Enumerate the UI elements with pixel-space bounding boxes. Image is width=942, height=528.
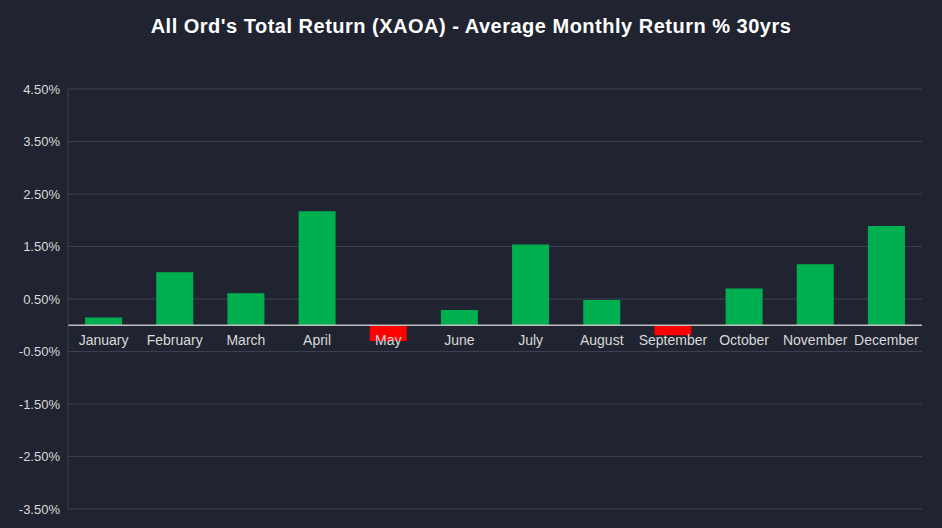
svg-text:August: August (580, 332, 624, 348)
svg-text:4.50%: 4.50% (23, 82, 60, 97)
svg-text:2.50%: 2.50% (23, 187, 60, 202)
svg-text:-1.50%: -1.50% (19, 397, 61, 412)
svg-text:1.50%: 1.50% (23, 239, 60, 254)
svg-text:March: March (226, 332, 265, 348)
svg-text:September: September (639, 332, 708, 348)
html-text:All Ord's Total Return (XAOA): All Ord's Total Return (XAOA) - Average … (150, 15, 792, 37)
svg-text:0.50%: 0.50% (23, 292, 60, 307)
svg-text:-2.50%: -2.50% (19, 449, 61, 464)
svg-text:-0.50%: -0.50% (19, 344, 61, 359)
svg-text:February: February (147, 332, 203, 348)
svg-text:July: July (518, 332, 543, 348)
svg-text:3.50%: 3.50% (23, 134, 60, 149)
svg-text:November: November (783, 332, 848, 348)
svg-text:April: April (303, 332, 331, 348)
svg-text:May: May (375, 332, 401, 348)
svg-text:June: June (444, 332, 475, 348)
svg-text:December: December (854, 332, 919, 348)
svg-text:October: October (719, 332, 769, 348)
svg-text:January: January (79, 332, 129, 348)
svg-text:-3.50%: -3.50% (19, 502, 61, 517)
